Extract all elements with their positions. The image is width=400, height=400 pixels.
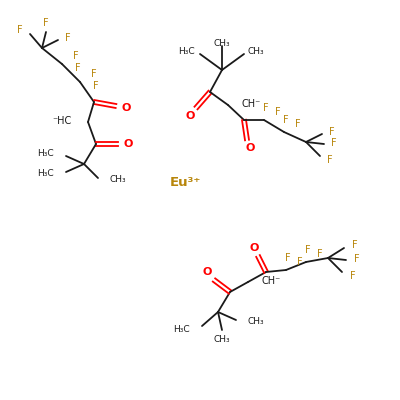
Text: O: O <box>245 143 255 153</box>
Text: CH⁻: CH⁻ <box>262 276 281 286</box>
Text: O: O <box>202 267 212 277</box>
Text: F: F <box>65 33 71 43</box>
Text: F: F <box>91 69 97 79</box>
Text: O: O <box>121 103 131 113</box>
Text: F: F <box>263 103 269 113</box>
Text: F: F <box>43 18 49 28</box>
Text: F: F <box>295 119 301 129</box>
Text: F: F <box>283 115 289 125</box>
Text: Eu³⁺: Eu³⁺ <box>169 176 201 188</box>
Text: F: F <box>297 257 303 267</box>
Text: O: O <box>249 243 259 253</box>
Text: CH⁻: CH⁻ <box>242 99 261 109</box>
Text: F: F <box>73 51 79 61</box>
Text: F: F <box>75 63 81 73</box>
Text: CH₃: CH₃ <box>214 334 230 344</box>
Text: H₃C: H₃C <box>173 324 190 334</box>
Text: F: F <box>354 254 360 264</box>
Text: CH₃: CH₃ <box>248 318 265 326</box>
Text: F: F <box>327 155 333 165</box>
Text: CH₃: CH₃ <box>214 38 230 48</box>
Text: H₃C: H₃C <box>37 170 54 178</box>
Text: O: O <box>185 111 195 121</box>
Text: F: F <box>285 253 291 263</box>
Text: F: F <box>305 245 311 255</box>
Text: F: F <box>275 107 281 117</box>
Text: F: F <box>352 240 358 250</box>
Text: O: O <box>123 139 133 149</box>
Text: F: F <box>329 127 335 137</box>
Text: H₃C: H₃C <box>37 150 54 158</box>
Text: F: F <box>317 249 323 259</box>
Text: CH₃: CH₃ <box>110 176 127 184</box>
Text: F: F <box>331 138 337 148</box>
Text: F: F <box>93 81 99 91</box>
Text: ⁻HC: ⁻HC <box>53 116 72 126</box>
Text: F: F <box>350 271 356 281</box>
Text: CH₃: CH₃ <box>248 48 265 56</box>
Text: F: F <box>17 25 23 35</box>
Text: H₃C: H₃C <box>178 48 195 56</box>
